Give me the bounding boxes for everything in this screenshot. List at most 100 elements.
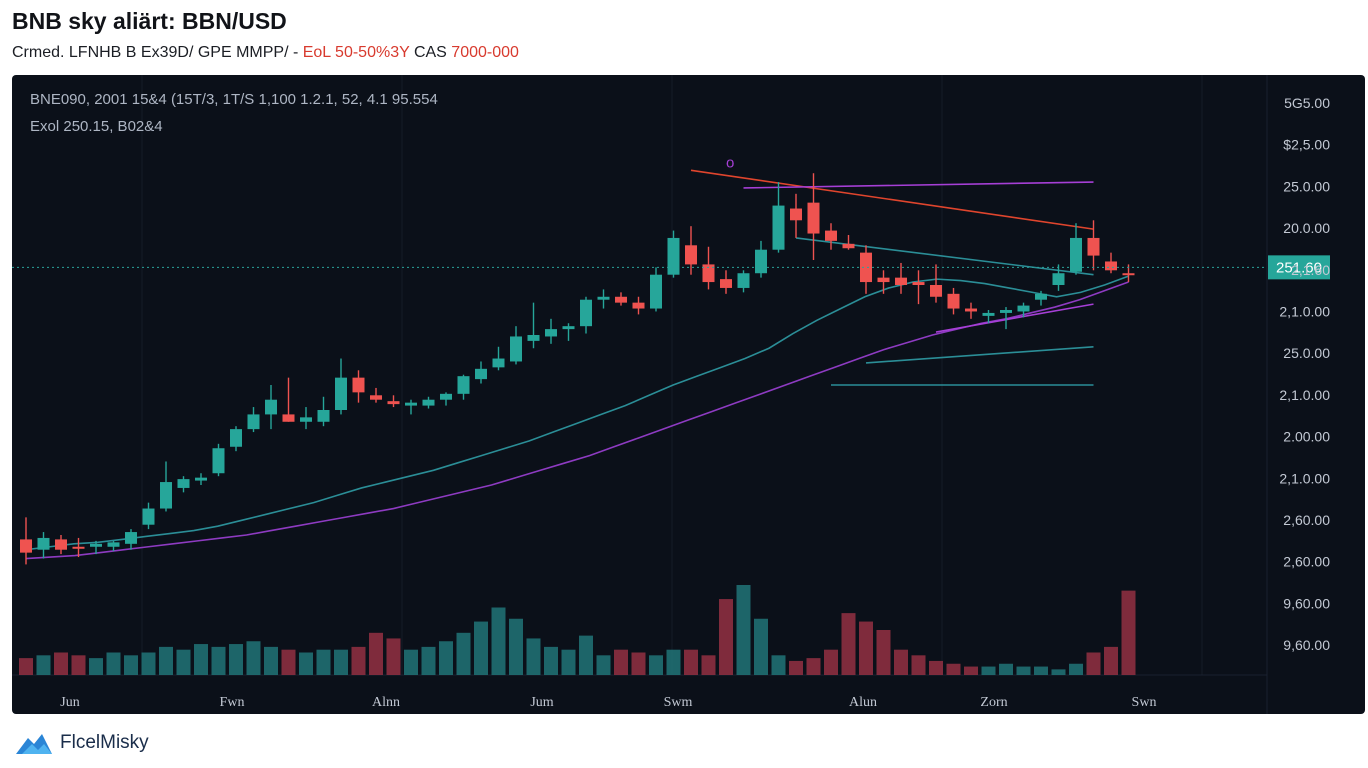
candle-body: [615, 296, 627, 303]
volume-bar: [1121, 590, 1136, 675]
trendline: [743, 181, 1094, 189]
candle-body: [20, 539, 32, 553]
volume-bar: [579, 635, 593, 675]
volume-bar: [421, 646, 436, 675]
chart-annotation: o: [726, 154, 734, 171]
candle-body: [650, 274, 662, 309]
volume-bar: [526, 638, 541, 675]
candle-body: [1000, 310, 1012, 313]
subtitle-change: EoL 50-50%3Y: [302, 44, 410, 61]
volume-bar: [456, 632, 471, 675]
volume-bar: [806, 658, 821, 675]
x-tick-label: Alnn: [372, 695, 400, 710]
candle-body: [667, 237, 680, 275]
trendline: [865, 345, 1094, 364]
volume-bar: [596, 655, 611, 675]
volume-bar: [141, 652, 156, 675]
candle-body: [107, 542, 120, 547]
volume-bar: [106, 652, 121, 675]
volume-bar: [911, 655, 926, 675]
candle-body: [72, 546, 85, 549]
y-tick-label: 20.0.00: [1283, 220, 1330, 236]
candle-body: [1052, 273, 1065, 285]
candle-body: [300, 417, 312, 422]
candle-body: [912, 282, 925, 285]
mountain-logo-icon: [16, 734, 52, 754]
volume-bar: [859, 621, 873, 675]
candle-body: [545, 329, 557, 337]
candle-body: [475, 368, 487, 380]
current-price-tag: [1268, 255, 1330, 280]
volume-bar: [439, 641, 453, 675]
candle-body: [527, 335, 540, 341]
volume-bar: [649, 655, 663, 675]
candle-body: [142, 508, 155, 525]
volume-bar: [631, 652, 646, 675]
candle-body: [597, 296, 610, 300]
candle-body: [860, 252, 872, 283]
candle-body: [422, 399, 435, 406]
brand-name: FlcelMisky: [60, 732, 149, 753]
price-chart[interactable]: o 251.60 5G5.00 $2,5.00 25.0.00 20.0.00 2,1.60…: [12, 75, 1365, 714]
volume-bar: [124, 655, 138, 675]
candle-body: [790, 208, 802, 221]
volume-bar: [701, 655, 716, 675]
volume-bar: [474, 621, 488, 675]
candle-body: [370, 395, 382, 400]
chart-title: BNB sky aliärt: BBN/USD: [12, 8, 287, 34]
x-tick-label: Alun: [849, 695, 877, 710]
y-tick-label: 2,60.00: [1283, 554, 1330, 570]
volume-bar: [1016, 666, 1031, 675]
candle-body: [37, 537, 50, 550]
y-tick-label: 25.0.00: [1283, 345, 1330, 361]
candle-body: [685, 245, 697, 265]
volume-bar: [491, 607, 506, 675]
candle-body: [1017, 305, 1030, 312]
volume-bar: [736, 585, 751, 675]
candle-body: [1035, 293, 1047, 300]
candle-body: [405, 402, 417, 406]
candle-body: [510, 336, 522, 362]
volume-bar: [54, 652, 68, 675]
candle-body: [317, 410, 330, 422]
candle-body: [720, 279, 732, 288]
chart-subtitle: Crmed. LFNHB B Ex39D/ GPE MMPP/ - EoL 50…: [12, 44, 519, 62]
volume-bar: [299, 652, 313, 675]
candle-body: [440, 393, 452, 400]
subtitle-cas: CAS: [413, 44, 447, 61]
brand-logo: FlcelMisky: [14, 730, 149, 756]
volume-bar: [544, 646, 558, 675]
volume-bar: [264, 646, 278, 675]
volume-bar: [159, 646, 173, 675]
volume-bar: [404, 649, 418, 675]
candle-body: [702, 264, 715, 283]
candle-body: [1122, 273, 1135, 276]
y-tick-label: 2,1.0.00: [1279, 387, 1330, 403]
candle-body: [1105, 261, 1117, 271]
candle-body: [1087, 237, 1100, 256]
candle-body: [930, 285, 942, 297]
candle-body: [387, 401, 400, 405]
candle-body: [632, 302, 645, 309]
volume-bar: [964, 666, 978, 675]
volume-bar: [1086, 652, 1101, 675]
y-tick-label: 25.0.00: [1283, 178, 1330, 194]
current-price-label: 251.60: [1276, 259, 1322, 276]
candle-body: [90, 543, 102, 547]
candle-body: [457, 376, 470, 394]
volume-bar: [176, 649, 191, 675]
y-tick-label: 2,60.00: [1283, 512, 1330, 528]
volume-bar: [1034, 666, 1048, 675]
volume-bar: [929, 660, 943, 675]
candle-body: [195, 477, 207, 481]
volume-bar: [561, 649, 576, 675]
trendline: [690, 169, 1094, 230]
volume-bar: [351, 646, 366, 675]
chart-panel[interactable]: o 251.60 5G5.00 $2,5.00 25.0.00 20.0.00 2,1.60…: [12, 75, 1365, 714]
volume-bar: [754, 618, 768, 675]
candle-body: [965, 308, 977, 312]
candle-body: [895, 277, 907, 285]
y-tick-label: 2.00.00: [1283, 429, 1330, 445]
fast-moving-average: [25, 275, 1129, 551]
volume-bar: [894, 649, 908, 675]
